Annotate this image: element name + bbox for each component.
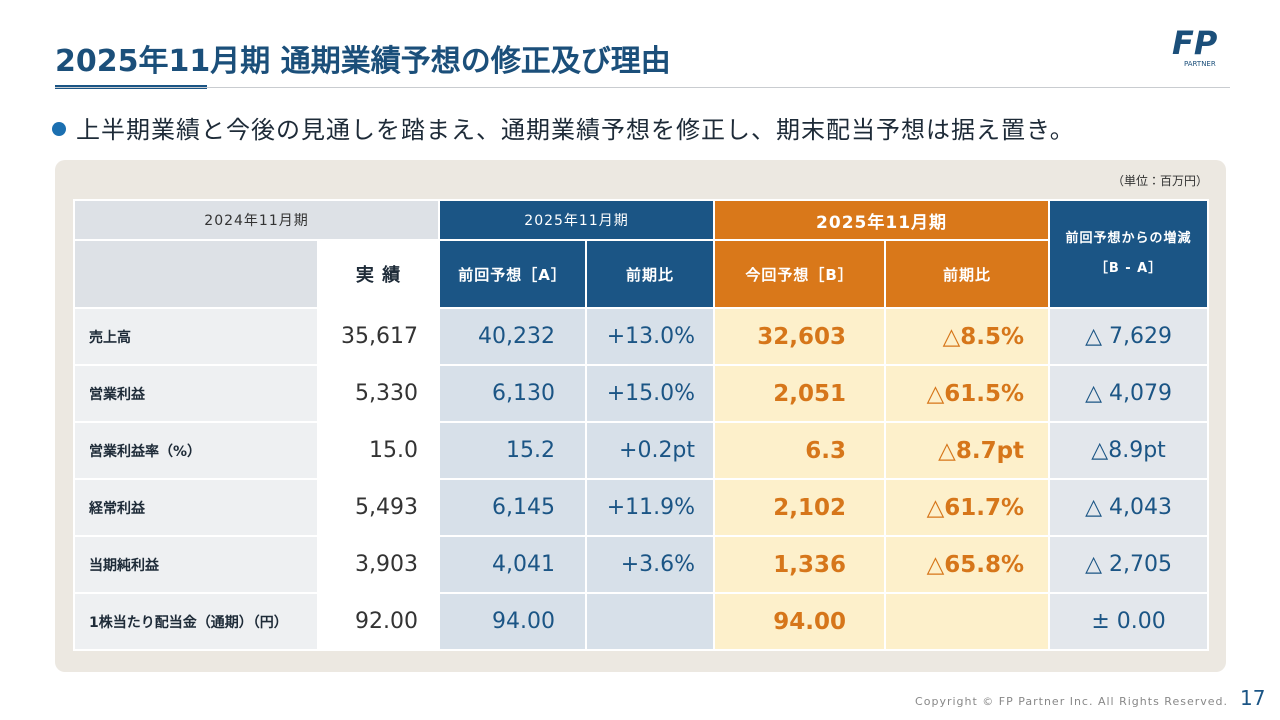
change-header: 前回予想からの増減 — [1065, 231, 1192, 246]
data-row: 営業利益 5,330 6,130 +15.0% 2,051 △61.5% △ 4,079 — [73, 364, 1210, 423]
table-cell: 15.0 — [316, 421, 441, 480]
table-cell: +13.0% — [585, 307, 716, 366]
table-cell: 1株当たり配当金（通期）（円） — [73, 592, 319, 651]
table-cell: +3.6% — [585, 535, 716, 594]
table-cell: 実 績 — [316, 239, 441, 309]
logo-sub: PARTNER — [1184, 60, 1216, 68]
table-cell: 94.00 — [438, 592, 588, 651]
table-cell: 2,051 — [713, 364, 887, 423]
title-rule — [55, 87, 1230, 88]
table-cell: △65.8% — [884, 535, 1051, 594]
table-cell: 2025年11月期 — [713, 199, 1051, 241]
header-row: 実 績前回予想［A］ 前期比 今回予想［B］ 前期比 — [73, 239, 1208, 309]
forecast-table: 2024年11月期 2025年11月期 2025年11月期 前回予想からの増減 ［B -… — [72, 199, 1210, 651]
table-cell: 40,232 — [438, 307, 588, 366]
table-cell: 営業利益 — [73, 364, 319, 423]
table-cell: △ 4,043 — [1048, 478, 1210, 537]
page-number: 17 — [1240, 686, 1266, 710]
table-cell: 当期純利益 — [73, 535, 319, 594]
table-cell: △ 2,705 — [1048, 535, 1210, 594]
data-row: 1株当たり配当金（通期）（円） 92.00 94.00 94.00 ± 0.00 — [73, 592, 1210, 651]
table-cell: 35,617 — [316, 307, 441, 366]
table-cell: 売上高 — [73, 307, 319, 366]
table-cell: 5,330 — [316, 364, 441, 423]
table-cell: 4,041 — [438, 535, 588, 594]
table-cell: △8.9pt — [1048, 421, 1210, 480]
title: 2025年11月期 通期業績予想の修正及び理由 — [55, 44, 671, 79]
table-cell: 2,102 — [713, 478, 887, 537]
table-cell: △61.7% — [884, 478, 1051, 537]
table-cell: 15.2 — [438, 421, 588, 480]
logo: FP PARTNER — [1172, 24, 1218, 68]
change-header: ［B - A］ — [1094, 261, 1163, 276]
table-cell: 6.3 — [713, 421, 887, 480]
table-cell: △8.5% — [884, 307, 1051, 366]
table-cell: +11.9% — [585, 478, 716, 537]
data-row: 経常利益 5,493 6,145 +11.9% 2,102 △61.7% △ 4,043 — [73, 478, 1210, 537]
table-cell: 6,130 — [438, 364, 588, 423]
logo-mark: FP — [1172, 24, 1218, 62]
data-row: 売上高 35,617 40,232 +13.0% 32,603 △8.5% △ 7,629 — [73, 307, 1210, 366]
table-cell: 1,336 — [713, 535, 887, 594]
table-cell: +15.0% — [585, 364, 716, 423]
table-cell — [585, 592, 716, 651]
table-cell: 前回予想からの増減 ［B - A］ — [1048, 199, 1210, 309]
table-cell: 5,493 — [316, 478, 441, 537]
table-cell: 2024年11月期 — [72, 199, 441, 241]
table-cell: 6,145 — [438, 478, 588, 537]
table-cell: 前回予想［A］ — [438, 239, 588, 309]
header-row: 2024年11月期 2025年11月期 2025年11月期 前回予想からの増減 ［B -… — [72, 199, 1210, 309]
table-cell: △ 4,079 — [1048, 364, 1210, 423]
table-cell: △61.5% — [884, 364, 1051, 423]
table-cell: 営業利益率（%） — [73, 421, 319, 480]
table-cell: ± 0.00 — [1048, 592, 1210, 651]
table-cell: +0.2pt — [585, 421, 716, 480]
bullet: 上半期業績と今後の見通しを踏まえ、通期業績予想を修正し、期末配当予想は据え置き。 — [52, 110, 1075, 145]
table-cell: 前期比 — [585, 239, 716, 309]
data-row: 営業利益率（%） 15.0 15.2 +0.2pt 6.3 △8.7pt △8.9pt — [73, 421, 1210, 480]
table-cell: 94.00 — [713, 592, 887, 651]
copyright: Copyright © FP Partner Inc. All Rights R… — [915, 695, 1228, 708]
data-row: 当期純利益 3,903 4,041 +3.6% 1,336 △65.8% △ 2,705 — [73, 535, 1210, 594]
table-cell: 前期比 — [884, 239, 1051, 309]
table-cell: 3,903 — [316, 535, 441, 594]
unit-note: （単位：百万円） — [1111, 174, 1208, 188]
table-cell — [73, 239, 319, 309]
table-cell — [884, 592, 1051, 651]
table-cell: 経常利益 — [73, 478, 319, 537]
table-cell: △8.7pt — [884, 421, 1051, 480]
table-cell: 92.00 — [316, 592, 441, 651]
table-cell: 32,603 — [713, 307, 887, 366]
table-cell: 今回予想［B］ — [713, 239, 887, 309]
table-cell: 2025年11月期 — [438, 199, 716, 241]
table-cell: △ 7,629 — [1048, 307, 1210, 366]
